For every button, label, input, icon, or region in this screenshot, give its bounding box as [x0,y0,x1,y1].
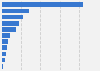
Bar [2,46,7,50]
Bar [2,9,29,13]
Bar [2,15,23,19]
Bar [2,58,5,62]
Bar [2,52,6,56]
Bar [2,27,16,32]
Bar [2,2,83,7]
Bar [2,64,3,69]
Bar [2,21,19,25]
Bar [2,33,10,38]
Bar [2,39,8,44]
